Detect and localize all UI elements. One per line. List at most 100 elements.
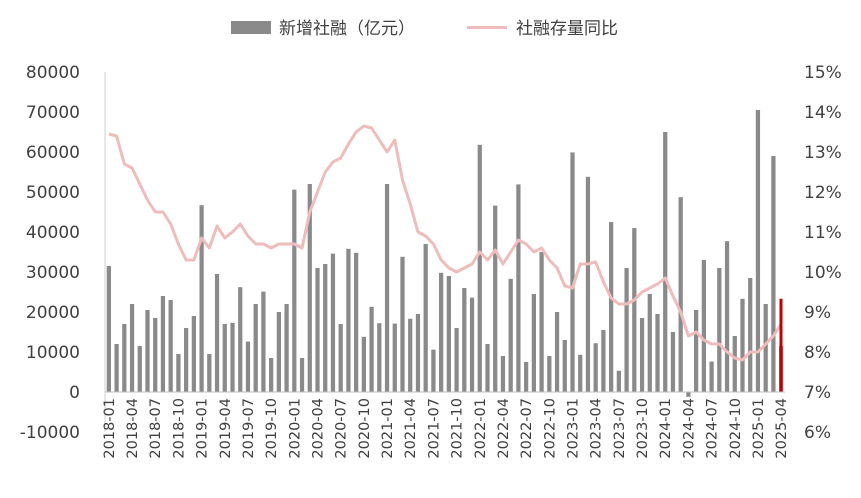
bar [245, 341, 251, 392]
y-right-tick-label: 15% [804, 63, 842, 83]
x-tick-label: 2019-01 [195, 398, 211, 459]
bar [539, 252, 544, 392]
bar [578, 354, 583, 392]
bar [601, 330, 606, 392]
bar [585, 176, 591, 392]
x-tick-label: 2021-01 [380, 398, 396, 459]
yoy-line [108, 124, 783, 362]
bar [724, 241, 730, 392]
bar [748, 278, 753, 392]
bar [446, 276, 451, 392]
y-right-tick-label: 12% [804, 183, 842, 203]
x-tick-label: 2023-10 [635, 398, 651, 459]
bar [655, 314, 660, 392]
bar [670, 332, 676, 392]
x-tick-label: 2022-07 [519, 398, 535, 459]
legend: 新增社融（亿元） 社融存量同比 [231, 19, 618, 39]
bar [354, 252, 359, 392]
bar [153, 318, 158, 392]
y-left-tick-label: 20000 [26, 303, 80, 323]
bar [508, 278, 513, 392]
y-right-tick-label: 11% [804, 223, 842, 243]
bar [384, 184, 390, 392]
y-left-tick-label: 0 [69, 383, 80, 403]
y-right-tick-label: 14% [804, 103, 842, 123]
bar [238, 287, 243, 392]
bar [516, 184, 521, 392]
y-right-tick-label: 6% [804, 423, 831, 443]
y-left-tick-label: 50000 [26, 183, 80, 203]
bar [276, 312, 281, 392]
bar [493, 205, 498, 392]
bar [570, 152, 575, 392]
bar [323, 264, 328, 392]
legend-bar-label: 新增社融（亿元） [279, 19, 415, 39]
y-left-tick-label: 60000 [26, 143, 80, 163]
x-tick-label: 2022-01 [473, 398, 489, 459]
bar [299, 358, 305, 392]
bar [176, 354, 181, 392]
x-tick-label: 2018-01 [102, 398, 118, 459]
bar [346, 248, 351, 392]
bar-series [106, 110, 784, 397]
bar [755, 110, 761, 392]
bar [732, 336, 737, 392]
bar [400, 256, 405, 392]
y-axis-left: 80000 70000 60000 50000 40000 30000 20000 10000… [20, 63, 80, 443]
bar [454, 328, 459, 392]
y-right-tick-label: 8% [804, 343, 831, 363]
bar [129, 304, 135, 392]
bar [423, 244, 428, 392]
bar [253, 304, 258, 392]
bar [207, 354, 212, 392]
x-tick-label: 2025-04 [774, 398, 790, 459]
x-tick-label: 2019-10 [264, 398, 280, 459]
x-tick-label: 2021-04 [403, 398, 419, 459]
bar [616, 370, 621, 392]
bar [686, 392, 691, 397]
bar [191, 316, 196, 392]
bar [624, 268, 629, 392]
bar [477, 144, 482, 392]
y-left-tick-label: -10000 [20, 423, 80, 443]
bar [639, 318, 645, 392]
bar [199, 205, 204, 392]
bar [632, 228, 637, 392]
bar [269, 358, 274, 392]
y-left-tick-label: 40000 [26, 223, 80, 243]
bar [338, 324, 343, 392]
bar [609, 222, 614, 392]
bar [485, 344, 490, 392]
bar [284, 304, 289, 392]
bar [694, 310, 699, 392]
bar [122, 324, 127, 392]
x-tick-label: 2024-07 [705, 398, 721, 459]
bar [415, 314, 421, 392]
x-tick-label: 2018-04 [125, 398, 141, 459]
x-axis: 2018-01 2018-04 2018-07 2018-10 2019-01 2019-… [102, 398, 790, 459]
y-right-tick-label: 9% [804, 303, 831, 323]
bar [184, 328, 189, 392]
bar [214, 274, 220, 392]
legend-bar-swatch [231, 21, 271, 34]
bar [408, 318, 413, 392]
bar [593, 343, 598, 392]
y-axis-right: 15% 14% 13% 12% 11% 10% 9% 8% 7% 6% [804, 63, 842, 443]
bar [377, 323, 382, 392]
x-tick-label: 2019-04 [218, 398, 234, 459]
bar [361, 336, 366, 392]
y-left-tick-label: 10000 [26, 343, 80, 363]
line-series [108, 124, 783, 392]
bar [145, 310, 150, 392]
bar [292, 189, 297, 392]
x-tick-label: 2022-04 [496, 398, 512, 459]
bar [469, 297, 475, 392]
bar [717, 268, 722, 392]
bar [431, 349, 436, 392]
bar [307, 184, 312, 392]
x-tick-label: 2018-10 [171, 398, 187, 459]
bar [330, 253, 336, 392]
x-tick-label: 2020-04 [311, 398, 327, 459]
bar [763, 304, 768, 392]
legend-line-label: 社融存量同比 [516, 19, 618, 39]
